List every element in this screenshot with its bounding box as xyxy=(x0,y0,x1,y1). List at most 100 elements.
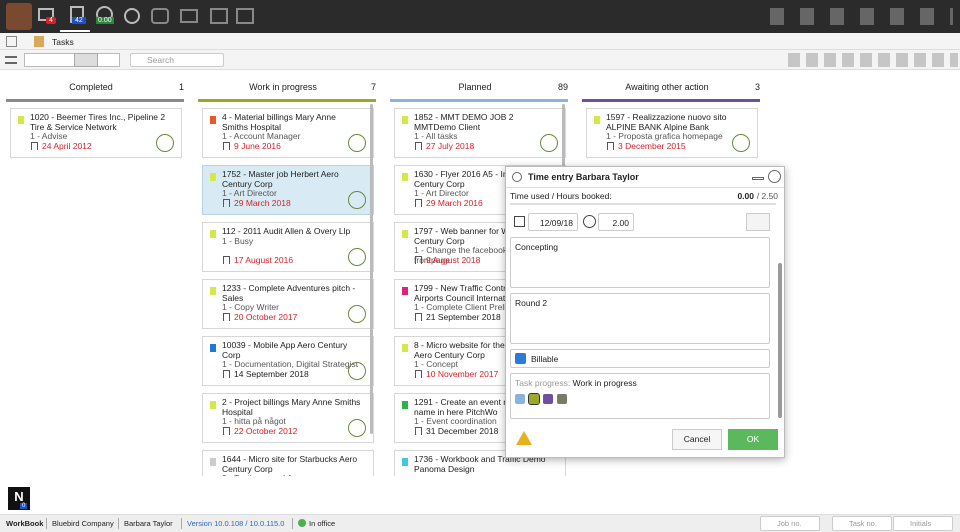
progress-icon[interactable] xyxy=(732,134,750,152)
hours-input[interactable]: 2.00 xyxy=(598,213,634,231)
column-count: 1 xyxy=(178,82,184,92)
checkbox[interactable] xyxy=(515,353,526,364)
flag-icon xyxy=(415,256,422,264)
card-title: 1799 - New Traffic Control To Airports C… xyxy=(414,283,524,303)
card-task: 1 - Account Manager xyxy=(222,131,301,141)
task-card[interactable]: 1597 - Realizzazione nuovo sito ALPINE B… xyxy=(586,108,758,158)
card-title: 1020 - Beemer Tires Inc., Pipeline 2 Tir… xyxy=(30,112,166,132)
card-task: 1 - All tasks xyxy=(414,131,458,141)
task-card[interactable]: 1644 - Micro site for Starbucks Aero Cen… xyxy=(202,450,374,476)
card-text: 112 - 2011 Audit Allen & Overy Llp 1 - Bu… xyxy=(222,226,362,246)
card-title: 1233 - Complete Adventures pitch - Sales xyxy=(222,283,356,303)
active-view[interactable] xyxy=(74,53,98,67)
card-title: 1630 - Flyer 2016 A5 - Info pa Century C… xyxy=(414,169,527,189)
card-task: 1 - Documentation, Digital Strategist xyxy=(222,359,359,369)
task-card[interactable]: 4 - Material billings Mary Anne Smiths H… xyxy=(202,108,374,158)
toolbar-icons[interactable] xyxy=(788,53,958,67)
progress-label: Task progress: xyxy=(515,378,571,388)
card-list: 1020 - Beemer Tires Inc., Pipeline 2 Tir… xyxy=(6,108,188,476)
clock-icon[interactable] xyxy=(583,215,596,228)
grid-icon[interactable] xyxy=(6,36,17,47)
progress-icon[interactable] xyxy=(348,362,366,380)
column-count: 89 xyxy=(557,82,568,92)
card-list: 1597 - Realizzazione nuovo sito ALPINE B… xyxy=(582,108,764,476)
card-title: 1752 - Master job Herbert Aero Century C… xyxy=(222,169,339,189)
quick-input[interactable]: Initials xyxy=(893,516,953,531)
card-title: 8 - Micro website for the Smi Line Aero … xyxy=(414,340,541,360)
minimize-button[interactable] xyxy=(752,177,764,180)
task-card[interactable]: 1852 - MMT DEMO JOB 2 MMTDemo Client 1 - … xyxy=(394,108,566,158)
progress-icon[interactable] xyxy=(156,134,174,152)
close-button[interactable] xyxy=(768,170,781,183)
quick-input[interactable]: Job no. xyxy=(760,516,820,531)
buildings-icon[interactable] xyxy=(210,8,228,24)
card-title: 1736 - Workbook and Traffic Demo Panoma … xyxy=(414,454,546,474)
progress-color[interactable] xyxy=(515,394,525,404)
task-card[interactable]: 10039 - Mobile App Aero Century Corp 1 - … xyxy=(202,336,374,386)
progress-colors xyxy=(515,393,571,406)
column-title: Planned xyxy=(458,82,492,92)
avatar[interactable] xyxy=(6,3,32,30)
target-icon[interactable] xyxy=(124,8,140,24)
progress-icon[interactable] xyxy=(348,191,366,209)
card-task: 1 - Concept xyxy=(414,359,458,369)
view-switcher[interactable] xyxy=(24,53,120,67)
card-text: 1799 - New Traffic Control To Airports C… xyxy=(414,283,554,313)
flag-icon xyxy=(415,313,422,321)
warning-icon xyxy=(516,431,532,445)
card-text: 1630 - Flyer 2016 A5 - Info pa Century C… xyxy=(414,169,554,199)
progress-color[interactable] xyxy=(557,394,567,404)
progress-icon[interactable] xyxy=(348,305,366,323)
ok-button[interactable]: OK xyxy=(728,429,778,450)
text-area[interactable]: Round 2 xyxy=(510,293,770,344)
timer-button[interactable] xyxy=(746,213,770,231)
task-card[interactable]: 1020 - Beemer Tires Inc., Pipeline 2 Tir… xyxy=(10,108,182,158)
apps-icon[interactable] xyxy=(151,8,169,24)
task-card[interactable]: 1752 - Master job Herbert Aero Century C… xyxy=(202,165,374,215)
progress-color[interactable] xyxy=(543,394,553,404)
color-tag xyxy=(402,458,408,466)
briefcase-icon[interactable] xyxy=(180,9,198,23)
billable-row[interactable]: Billable xyxy=(510,349,770,368)
quick-input[interactable]: Task no. xyxy=(832,516,892,531)
color-tag xyxy=(402,116,408,124)
progress-icon[interactable] xyxy=(348,134,366,152)
card-date: 24 April 2012 xyxy=(42,141,92,151)
card-text: 1020 - Beemer Tires Inc., Pipeline 2 Tir… xyxy=(30,112,170,142)
card-date: 29 March 2016 xyxy=(426,198,483,208)
task-card[interactable]: 112 - 2011 Audit Allen & Overy Llp 1 - Bu… xyxy=(202,222,374,272)
card-text: 1644 - Micro site for Starbucks Aero Cen… xyxy=(222,454,362,476)
right-icons[interactable] xyxy=(767,8,953,25)
color-tag xyxy=(594,116,600,124)
progress-icon[interactable] xyxy=(348,419,366,437)
progress-icon[interactable] xyxy=(540,134,558,152)
calendar-icon[interactable] xyxy=(514,216,525,227)
card-text: 1291 - Create an event mailer longer nam… xyxy=(414,397,554,427)
divider xyxy=(506,187,784,188)
flag-icon xyxy=(223,370,230,378)
card-text: 8 - Micro website for the Smi Line Aero … xyxy=(414,340,554,370)
color-tag xyxy=(18,116,24,124)
progress-color[interactable] xyxy=(528,393,540,405)
logo-badge: 0 xyxy=(20,503,28,509)
progress-icon[interactable] xyxy=(348,248,366,266)
breadcrumb: Tasks xyxy=(52,37,74,47)
task-card[interactable]: 1233 - Complete Adventures pitch - Sales… xyxy=(202,279,374,329)
city-icon[interactable] xyxy=(236,8,254,24)
badge: 42 xyxy=(72,17,86,24)
card-date: 20 October 2017 xyxy=(234,312,298,322)
card-title: 1597 - Realizzazione nuovo sito ALPINE B… xyxy=(606,112,727,132)
search-input[interactable]: Search xyxy=(130,53,224,67)
cancel-button[interactable]: Cancel xyxy=(672,429,722,450)
card-task: 1 - Complete Client Prelimina xyxy=(414,302,525,312)
menu-icon[interactable] xyxy=(5,56,17,64)
date-input[interactable]: 12/09/18 xyxy=(528,213,578,231)
color-tag xyxy=(402,287,408,295)
card-text: 1852 - MMT DEMO JOB 2 MMTDemo Client 1 - … xyxy=(414,112,554,142)
column-bar xyxy=(198,99,376,102)
scrollbar[interactable] xyxy=(370,104,373,434)
dialog-icon xyxy=(512,172,522,182)
text-area[interactable]: Concepting xyxy=(510,237,770,288)
scrollbar[interactable] xyxy=(778,263,782,418)
task-card[interactable]: 2 - Project billings Mary Anne Smiths Ho… xyxy=(202,393,374,443)
